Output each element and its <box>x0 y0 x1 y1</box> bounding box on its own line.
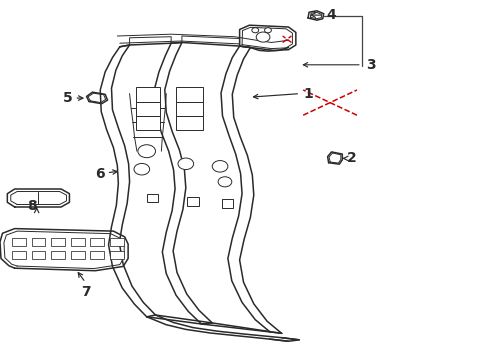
Text: 7: 7 <box>81 285 90 299</box>
Circle shape <box>134 163 149 175</box>
Bar <box>32 251 45 259</box>
Bar <box>221 199 233 208</box>
Bar <box>51 238 65 246</box>
Bar <box>110 238 123 246</box>
Bar <box>12 238 26 246</box>
Text: 6: 6 <box>95 167 105 180</box>
Bar <box>90 251 104 259</box>
Polygon shape <box>327 152 342 164</box>
Bar <box>12 251 26 259</box>
Text: 3: 3 <box>365 58 375 72</box>
Bar <box>90 238 104 246</box>
Bar <box>146 194 158 202</box>
Circle shape <box>264 28 271 33</box>
Circle shape <box>178 158 193 170</box>
Bar <box>136 116 160 130</box>
Text: 2: 2 <box>346 152 356 165</box>
Bar <box>187 197 199 206</box>
Polygon shape <box>7 189 69 207</box>
Bar <box>176 87 203 102</box>
Bar <box>136 102 160 116</box>
Bar <box>136 87 160 102</box>
Text: 5: 5 <box>62 91 72 105</box>
Circle shape <box>251 28 258 33</box>
Bar <box>110 251 123 259</box>
Polygon shape <box>0 229 128 271</box>
Bar <box>176 102 203 116</box>
Circle shape <box>256 32 269 42</box>
Bar <box>32 238 45 246</box>
Bar <box>51 251 65 259</box>
Circle shape <box>212 161 227 172</box>
Polygon shape <box>307 11 323 20</box>
Bar <box>71 251 84 259</box>
Polygon shape <box>239 25 295 50</box>
Text: 1: 1 <box>303 87 312 100</box>
Polygon shape <box>86 92 107 104</box>
Circle shape <box>218 177 231 187</box>
Text: 4: 4 <box>326 8 336 22</box>
Text: 8: 8 <box>27 199 37 213</box>
Bar <box>71 238 84 246</box>
Circle shape <box>138 145 155 158</box>
Bar <box>176 116 203 130</box>
